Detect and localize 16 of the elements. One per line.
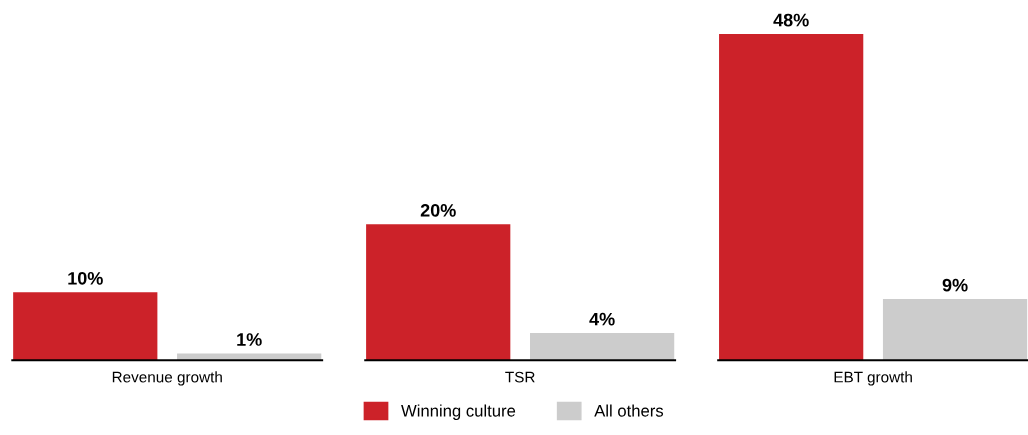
bar — [366, 224, 511, 361]
bar — [882, 299, 1028, 361]
data-label: 4% — [589, 312, 615, 326]
bar — [719, 33, 864, 361]
bar — [13, 292, 158, 361]
bar — [530, 332, 675, 361]
x-tick-label: Revenue growth — [112, 371, 222, 386]
legend-label: Winning culture — [401, 404, 516, 420]
data-label: 20% — [420, 203, 456, 217]
x-tick-label: EBT growth — [834, 371, 912, 386]
legend-label: All others — [594, 404, 664, 417]
data-label: 10% — [68, 271, 103, 285]
data-label: 9% — [942, 278, 968, 292]
data-label: 1% — [237, 333, 262, 346]
data-label: 48% — [773, 13, 809, 27]
x-tick-label: TSR — [505, 371, 535, 383]
